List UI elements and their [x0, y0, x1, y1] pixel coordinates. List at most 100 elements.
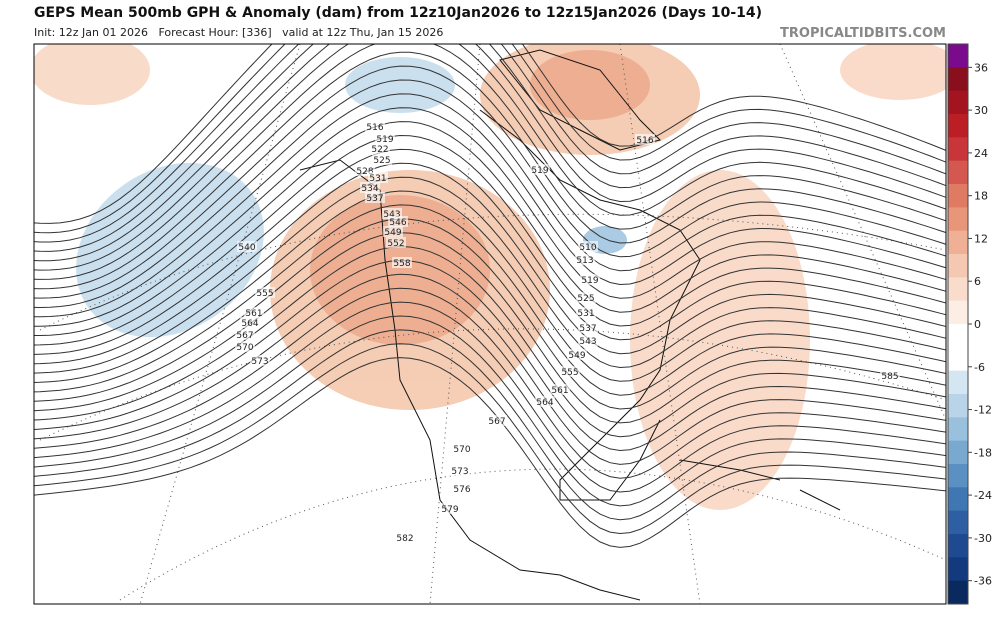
source: TROPICALTIDBITS.COM: [780, 26, 946, 41]
colorbar-swatch: [948, 347, 968, 372]
colorbar-swatch: [948, 207, 968, 232]
colorbar-swatch: [948, 300, 968, 325]
contour-label-bg: [365, 192, 385, 203]
colorbar-swatch: [948, 510, 968, 535]
contour-label: 552: [387, 239, 404, 249]
colorbar-tick-label: -24: [974, 489, 992, 502]
contour-line: [34, 259, 946, 452]
contour-label: 516: [366, 123, 383, 133]
contour-label: 564: [241, 319, 258, 329]
colorbar-tick-label: -36: [974, 575, 992, 588]
contour-line: [34, 204, 946, 396]
colorbar-tick-label: 6: [974, 275, 981, 288]
contour-label-bg: [576, 307, 596, 318]
contour-label-bg: [355, 165, 375, 176]
contour-label: 516: [636, 136, 653, 146]
contour-label-bg: [580, 274, 600, 285]
contour-label-bg: [382, 208, 402, 219]
contour-line: [34, 287, 946, 479]
contour-label: 528: [356, 167, 373, 177]
contour-label: 570: [453, 445, 470, 455]
contour-label: 525: [577, 294, 594, 304]
contour-label: 549: [384, 228, 401, 238]
contour-label-bg: [487, 415, 507, 426]
contour-label-bg: [575, 254, 595, 265]
contour-label: 555: [256, 289, 273, 299]
colorbar-tick-label: 18: [974, 190, 988, 203]
colorbar-swatch: [948, 324, 968, 348]
colorbar-swatch: [948, 230, 968, 255]
colorbar-swatch: [948, 44, 968, 68]
contour-label-bg: [370, 143, 390, 154]
contour-label-bg: [235, 329, 255, 340]
contour-line: [34, 121, 946, 337]
contour-label: 558: [393, 259, 410, 269]
contour-label: 543: [579, 337, 596, 347]
contour-label-bg: [395, 532, 415, 543]
contour-line: [34, 44, 946, 262]
map-frame: [33, 43, 947, 605]
contour-label-bg: [578, 241, 598, 252]
contour-line: [34, 273, 946, 465]
contour-label-bg: [365, 121, 385, 132]
colorbar-tick-label: 24: [974, 147, 988, 160]
contour-label-bg: [383, 226, 403, 237]
contour-label-bg: [250, 355, 270, 366]
contour-line: [34, 44, 946, 280]
contour-label-bg: [535, 396, 555, 407]
contour-label: 531: [369, 174, 386, 184]
colorbar-swatch: [948, 557, 968, 582]
contour-label-bg: [550, 384, 570, 395]
contour-label: 585: [881, 372, 898, 382]
colorbar-swatch: [948, 254, 968, 278]
contour-label: 573: [451, 467, 468, 477]
contour-line: [34, 44, 946, 271]
contour-label-bg: [255, 287, 275, 298]
contour-line: [34, 79, 946, 309]
contour-label-bg: [450, 465, 470, 476]
contour-label: 522: [371, 145, 388, 155]
contour-line: [34, 44, 946, 243]
contour-label: 537: [579, 324, 596, 334]
contour-label: 570: [236, 343, 253, 353]
contour-line: [34, 357, 946, 548]
contour-label: 537: [366, 194, 383, 204]
contour-label: 531: [577, 309, 594, 319]
colorbar-swatch: [948, 487, 968, 512]
contour-line: [34, 301, 946, 493]
contour-line: [34, 315, 946, 507]
colorbar-tick-label: 36: [974, 61, 988, 74]
colorbar-swatch: [948, 464, 968, 488]
contour-label: 561: [551, 386, 568, 396]
contour-label: 576: [453, 485, 470, 495]
height-contours: [34, 44, 946, 548]
contour-label: 510: [579, 243, 596, 253]
colorbar-swatch: [948, 370, 968, 395]
contour-line: [34, 190, 946, 383]
colorbar-tick-label: -30: [974, 532, 992, 545]
contour-line: [34, 218, 946, 410]
contour-label: 525: [373, 156, 390, 166]
contour-label-bg: [567, 349, 587, 360]
contour-label-bg: [392, 257, 412, 268]
contour-label: 519: [531, 166, 548, 176]
colorbar-tick-label: 0: [974, 318, 981, 331]
contour-line: [34, 134, 946, 346]
colorbar-tick-label: -6: [974, 361, 985, 374]
contour-line: [34, 65, 946, 299]
contour-label-bg: [452, 443, 472, 454]
contour-label-bg: [440, 503, 460, 514]
contour-label-bg: [237, 241, 257, 252]
contour-label: 561: [245, 309, 262, 319]
contour-label-bg: [576, 292, 596, 303]
contour-line: [34, 44, 946, 234]
contour-label-bg: [635, 134, 655, 145]
contour-label-bg: [560, 366, 580, 377]
subtitle: Init: 12z Jan 01 2026 Forecast Hour: [33…: [34, 26, 443, 39]
contour-line: [34, 107, 946, 327]
contour-label: 519: [376, 135, 393, 145]
contour-label: 540: [238, 243, 255, 253]
colorbar-tick-label: -12: [974, 404, 992, 417]
contour-label-bg: [240, 317, 260, 328]
colorbar-swatch: [948, 417, 968, 442]
